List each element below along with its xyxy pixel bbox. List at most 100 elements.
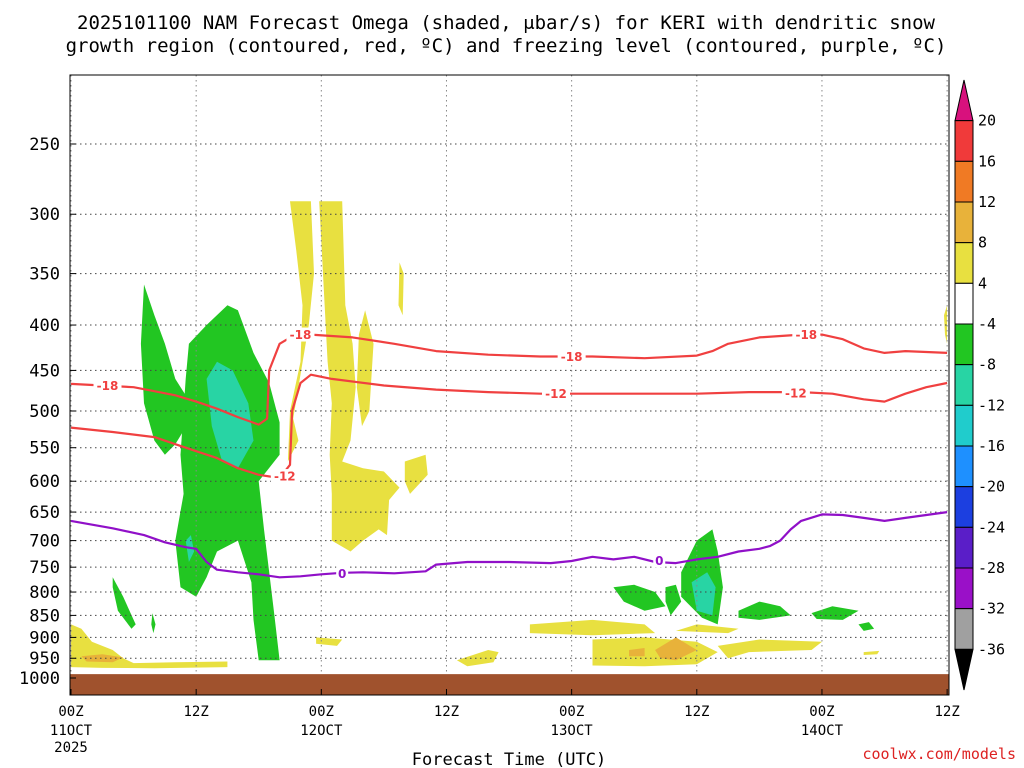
- colorbar-box-1: [954, 120, 974, 162]
- colorbar-label-11: -28: [978, 559, 1005, 577]
- colorbar-label-0: 20: [978, 112, 996, 130]
- y-tick-label-300: 300: [29, 205, 60, 225]
- colorbar-box-3: [954, 201, 974, 244]
- omega-region-19: [316, 637, 343, 646]
- contour-label-bg-1-2: [781, 385, 810, 400]
- contour-label-1-2: -12: [785, 386, 807, 400]
- x-tick-year-0: 2025: [54, 740, 88, 756]
- omega-region-17: [404, 454, 428, 494]
- y-tick-label-400: 400: [29, 316, 60, 336]
- contour-label-0-3: -18: [290, 328, 312, 342]
- colorbar-box-8: [954, 404, 974, 447]
- omega-shading: [71, 201, 948, 669]
- y-tick-label-850: 850: [29, 606, 60, 626]
- colorbar-label-12: -32: [978, 600, 1005, 618]
- x-tick-label-48: 00Z: [559, 704, 584, 720]
- title-line-1: 2025101100 NAM Forecast Omega (shaded, μ…: [77, 12, 935, 34]
- contour-label-bg-1-0: [270, 469, 299, 484]
- colorbar-box-5: [954, 282, 974, 325]
- omega-region-20: [456, 650, 499, 667]
- colorbar-box-7: [954, 364, 974, 406]
- colorbar-box-6: [954, 323, 974, 366]
- colorbar-label-2: 12: [978, 193, 996, 211]
- y-tick-label-650: 650: [29, 503, 60, 523]
- omega-region-6: [665, 584, 682, 616]
- omega-region-25: [863, 650, 880, 655]
- colorbar-box-12: [954, 567, 974, 610]
- omega-region-7: [738, 601, 791, 620]
- colorbar-label-6: -8: [978, 356, 996, 374]
- contour-label-bg-2-0: [336, 566, 349, 581]
- x-tick-label-84: 12Z: [934, 704, 959, 720]
- omega-region-13: [287, 201, 314, 462]
- y-tick-label-600: 600: [29, 472, 60, 492]
- colorbar-box-11: [954, 526, 974, 569]
- omega-region-12: [691, 572, 716, 616]
- omega-region-0: [140, 284, 191, 455]
- colorbar-label-7: -12: [978, 396, 1005, 414]
- y-tick-label-500: 500: [29, 402, 60, 422]
- colorbar-box-4: [954, 242, 974, 284]
- plot-frame: [69, 74, 950, 696]
- credit-text: coolwx.com/models: [862, 745, 1016, 763]
- contour-0-2: [70, 511, 948, 579]
- contour-label-bg-0-2: [792, 327, 821, 342]
- contour-label-bg-0-1: [557, 349, 586, 364]
- x-tick-label-12: 12Z: [184, 704, 209, 720]
- colorbar-label-13: -36: [978, 640, 1005, 658]
- omega-region-27: [81, 654, 124, 663]
- omega-region-2: [112, 577, 136, 629]
- contour-label-bg-0-3: [286, 327, 315, 342]
- y-tick-label-900: 900: [29, 628, 60, 648]
- colorbar-label-4: 4: [978, 274, 987, 292]
- colorbar-bottom-triangle: [954, 648, 974, 691]
- y-tick-label-250: 250: [29, 135, 60, 155]
- y-axis: 2503003504004505005506006507007508008509…: [19, 135, 76, 689]
- omega-region-23: [675, 624, 739, 634]
- y-tick-label-550: 550: [29, 439, 60, 459]
- contour-neg12-1: [70, 373, 948, 480]
- y-tick-label-700: 700: [29, 532, 60, 552]
- x-tick-date-72: 14OCT: [801, 723, 844, 739]
- x-axis-title: Forecast Time (UTC): [412, 750, 606, 768]
- colorbar-box-2: [954, 160, 974, 203]
- x-tick-date-48: 13OCT: [551, 723, 594, 739]
- colorbar-label-5: -4: [978, 315, 996, 333]
- colorbar-label-1: 16: [978, 152, 996, 170]
- omega-region-22: [592, 637, 718, 667]
- colorbar-box-9: [954, 445, 974, 488]
- colorbar: 20 16 12 8 4 -4 -8 -12 -16 -20 -24 -28 -32 -36: [954, 79, 1005, 691]
- contour-labels: -18 -18 -18 -18 -12 -12 -12 0 0: [93, 327, 821, 581]
- ground-layer: [70, 674, 949, 695]
- x-tick-label-24: 00Z: [309, 704, 334, 720]
- colorbar-top-triangle: [954, 79, 974, 122]
- omega-region-21: [529, 619, 656, 636]
- y-tick-label-1000: 1000: [19, 669, 60, 689]
- contour-label-0-0: -18: [97, 379, 119, 393]
- y-tick-label-950: 950: [29, 649, 60, 669]
- contour-label-0-2: -18: [795, 328, 817, 342]
- omega-region-14: [319, 201, 400, 552]
- omega-region-28: [655, 637, 697, 661]
- colorbar-box-10: [954, 486, 974, 528]
- colorbar-label-10: -24: [978, 518, 1005, 536]
- title-line-2: growth region (contoured, red, ºC) and f…: [66, 35, 947, 57]
- contour-label-bg-2-1: [653, 553, 666, 568]
- contour-label-bg-0-0: [93, 378, 122, 393]
- x-tick-date-0: 11OCT: [50, 723, 93, 739]
- contour-label-2-1: 0: [655, 554, 663, 568]
- omega-region-15: [356, 310, 374, 427]
- y-tick-label-800: 800: [29, 583, 60, 603]
- omega-region-3: [151, 613, 156, 634]
- x-tick-label-60: 12Z: [684, 704, 709, 720]
- omega-region-9: [858, 622, 875, 631]
- ground-rect: [70, 674, 949, 695]
- contour-label-bg-1-1: [541, 386, 570, 401]
- contour-label-2-0: 0: [338, 567, 346, 581]
- colorbar-label-3: 8: [978, 234, 987, 252]
- omega-region-4: [613, 584, 666, 611]
- omega-region-1: [175, 305, 280, 661]
- contour-label-0-1: -18: [561, 350, 583, 364]
- contour-label-1-1: -12: [545, 387, 567, 401]
